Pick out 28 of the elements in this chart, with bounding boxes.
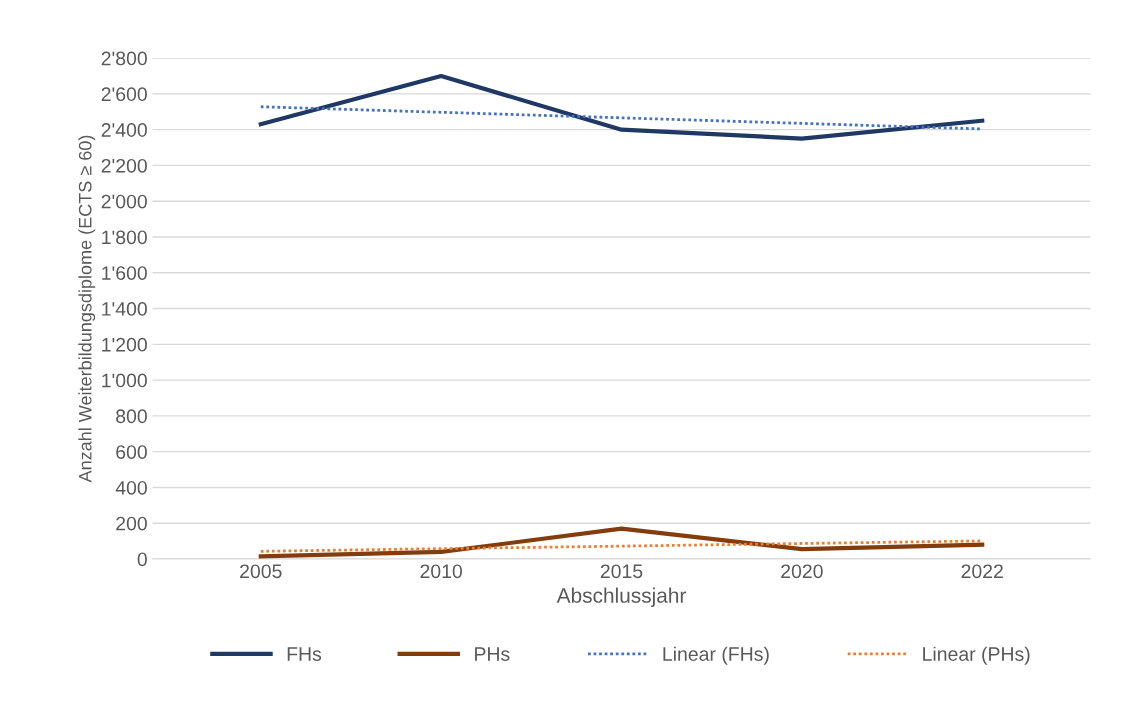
y-tick-label: 800 [116, 409, 147, 424]
x-axis-title: Abschlussjahr [556, 587, 686, 607]
line-series [258, 73, 985, 141]
legend-label: Linear (FHs) [663, 646, 769, 665]
y-tick-label: 0 [137, 552, 147, 567]
y-tick-label: 1'400 [102, 302, 147, 316]
y-tick-label: 2'400 [101, 123, 147, 137]
x-tick-label: 2015 [600, 564, 643, 579]
x-tick-label: 2005 [240, 564, 282, 579]
line-series [258, 526, 985, 559]
x-tick-label: 2010 [420, 564, 462, 579]
y-tick-label: 2'800 [101, 51, 147, 66]
y-tick-label: 1'600 [102, 266, 147, 281]
legend-label: Linear (PHs) [923, 646, 1030, 665]
x-tick-label: 2020 [781, 564, 823, 579]
y-tick-label: 2'200 [101, 158, 147, 173]
x-tick-label: 2022 [961, 564, 1003, 579]
y-axis-title: Anzahl Weiterbildungsdiplome (ECTS ≥ 60) [78, 135, 96, 483]
y-tick-label: 400 [115, 480, 147, 495]
y-tick-label: 2'000 [101, 194, 147, 209]
y-tick-label: 2'600 [101, 87, 147, 102]
legend-label: PHs [475, 647, 510, 661]
y-tick-label: 200 [116, 516, 147, 531]
y-tick-label: 600 [116, 445, 147, 459]
y-tick-label: 1'800 [102, 230, 147, 245]
y-tick-label: 1'200 [102, 337, 147, 352]
legend-label: FHs [287, 647, 322, 661]
y-tick-label: 1'000 [102, 373, 147, 388]
